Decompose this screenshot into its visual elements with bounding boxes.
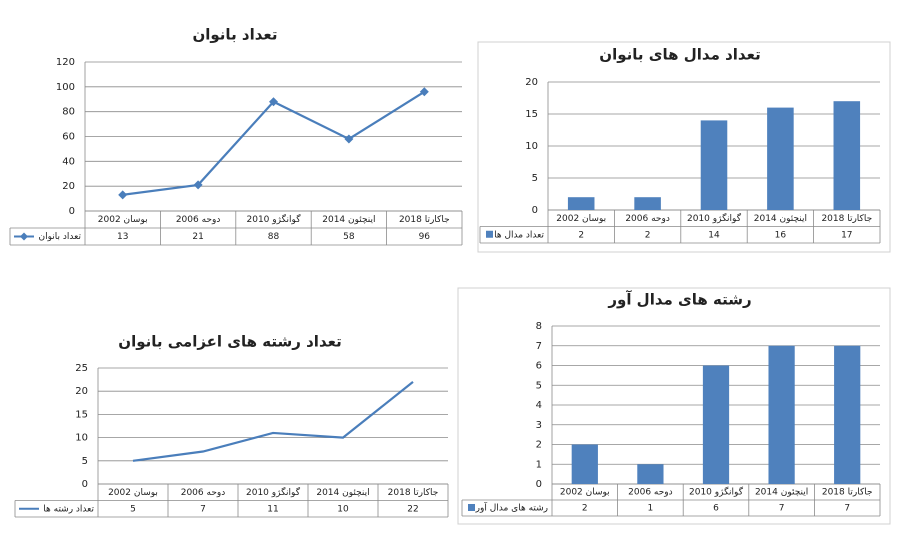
chart-title: تعداد بانوان: [192, 26, 277, 44]
value-cell: 21: [192, 232, 203, 242]
y-tick-label: 10: [525, 141, 538, 152]
category-label: بوسان 2002: [98, 215, 148, 225]
bar: [637, 464, 664, 484]
legend-swatch: [486, 230, 493, 238]
value-cell: 10: [337, 504, 349, 514]
value-cell: 6: [713, 504, 719, 514]
y-tick-label: 0: [536, 479, 542, 490]
category-label: بوسان 2002: [560, 488, 610, 498]
value-cell: 2: [578, 230, 584, 240]
point-marker: [118, 190, 128, 200]
point-marker: [419, 87, 429, 97]
category-label: اینچئون 2014: [316, 488, 369, 498]
point-marker: [269, 97, 278, 107]
value-cell: 17: [841, 230, 852, 240]
bar: [700, 120, 728, 210]
category-label: گوانگژو 2010: [687, 212, 742, 224]
y-tick-label: 5: [82, 456, 88, 467]
value-cell: 16: [775, 230, 787, 240]
y-tick-label: 4: [536, 400, 542, 411]
chart-frame: [457, 287, 891, 525]
line-series: [132, 381, 414, 462]
point-marker: [193, 180, 203, 190]
legend-label: تعداد رشته ها: [43, 504, 94, 514]
category-label: جاکارتا 2018: [399, 215, 450, 225]
category-label: گوانگژو 2010: [247, 213, 302, 225]
y-tick-label: 25: [75, 363, 88, 374]
bar: [767, 107, 794, 210]
bar: [571, 444, 598, 484]
value-cell: 5: [130, 504, 136, 514]
category-label: جاکارتا 2018: [822, 488, 873, 498]
category-label: اینچئون 2014: [754, 214, 807, 224]
category-label: دوحه 2006: [625, 214, 670, 224]
value-cell: 7: [200, 504, 206, 514]
bar: [834, 345, 861, 484]
y-tick-label: 1: [536, 459, 542, 470]
y-tick-label: 15: [525, 109, 538, 120]
legend-marker: [20, 232, 28, 241]
category-label: گوانگژو 2010: [689, 486, 744, 498]
value-cell: 2: [645, 230, 651, 240]
bar: [768, 345, 795, 484]
category-label: دوحه 2006: [628, 488, 673, 498]
y-tick-label: 0: [532, 205, 538, 216]
y-tick-label: 40: [62, 156, 75, 167]
value-cell: 58: [343, 232, 355, 242]
value-cell: 7: [779, 504, 785, 514]
category-label: جاکارتا 2018: [388, 488, 439, 498]
legend-label: تعداد بانوان: [39, 232, 82, 242]
y-tick-label: 10: [75, 433, 88, 444]
legend-swatch: [468, 504, 475, 511]
value-cell: 1: [648, 504, 654, 514]
y-tick-label: 100: [56, 82, 75, 93]
y-tick-label: 20: [62, 181, 75, 192]
y-tick-label: 20: [75, 386, 88, 397]
y-tick-label: 5: [536, 380, 542, 391]
value-cell: 11: [267, 504, 278, 514]
y-tick-label: 120: [56, 57, 75, 68]
chart-title: رشته های مدال آور: [607, 291, 751, 309]
value-cell: 96: [419, 232, 431, 242]
legend-label: تعداد مدال ها: [494, 230, 544, 240]
value-cell: 88: [268, 232, 280, 242]
bar: [702, 365, 730, 484]
legend-label: رشته های مدال آور: [475, 502, 548, 514]
category-label: دوحه 2006: [181, 488, 226, 498]
y-tick-label: 15: [75, 409, 88, 420]
category-label: جاکارتا 2018: [821, 214, 872, 224]
value-cell: 7: [844, 504, 850, 514]
bar: [567, 197, 595, 210]
point-marker: [344, 134, 354, 144]
y-tick-label: 6: [536, 361, 542, 372]
y-tick-label: 80: [62, 107, 75, 118]
category-label: گوانگژو 2010: [246, 486, 301, 498]
chart-frame: [477, 41, 891, 253]
value-cell: 22: [407, 504, 418, 514]
y-tick-label: 3: [536, 420, 542, 431]
y-tick-label: 60: [62, 132, 75, 143]
value-cell: 2: [582, 504, 588, 514]
category-label: بوسان 2002: [108, 488, 158, 498]
value-cell: 14: [708, 230, 720, 240]
y-tick-label: 5: [532, 173, 538, 184]
y-tick-label: 0: [82, 479, 88, 490]
chart-title: تعداد رشته های اعزامی بانوان: [118, 333, 341, 351]
y-tick-label: 8: [536, 321, 542, 332]
value-cell: 13: [117, 232, 128, 242]
bar: [634, 197, 661, 210]
y-tick-label: 2: [536, 440, 542, 451]
y-tick-label: 7: [536, 341, 542, 352]
chart-title: تعداد مدال های بانوان: [599, 46, 760, 64]
y-tick-label: 20: [525, 77, 538, 88]
category-label: اینچئون 2014: [322, 215, 375, 225]
y-tick-label: 0: [69, 206, 75, 217]
category-label: دوحه 2006: [176, 215, 221, 225]
category-label: بوسان 2002: [556, 214, 606, 224]
category-label: اینچئون 2014: [755, 488, 808, 498]
bar: [833, 101, 861, 210]
